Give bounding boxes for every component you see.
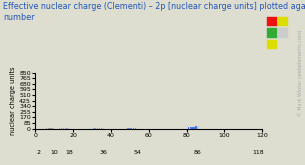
Bar bbox=[188, 127, 189, 129]
Y-axis label: nuclear charge units: nuclear charge units bbox=[10, 66, 16, 135]
Bar bbox=[97, 128, 99, 129]
Bar bbox=[193, 127, 195, 129]
Bar bbox=[189, 127, 191, 129]
Bar bbox=[59, 128, 60, 129]
Bar bbox=[135, 128, 136, 129]
Bar bbox=[99, 128, 100, 129]
Bar bbox=[61, 128, 63, 129]
Bar bbox=[133, 128, 134, 129]
Bar bbox=[51, 128, 53, 129]
Bar bbox=[49, 128, 51, 129]
Bar bbox=[129, 128, 131, 129]
Bar bbox=[127, 128, 129, 129]
Bar bbox=[131, 128, 132, 129]
Bar bbox=[53, 128, 55, 129]
Bar bbox=[102, 128, 104, 129]
Bar bbox=[197, 126, 199, 129]
Bar bbox=[68, 128, 70, 129]
Bar bbox=[95, 128, 96, 129]
Bar bbox=[48, 128, 49, 129]
Bar bbox=[192, 127, 193, 129]
Text: © Mark Winter (webelements.com): © Mark Winter (webelements.com) bbox=[298, 29, 303, 115]
Bar bbox=[101, 128, 102, 129]
Bar bbox=[137, 127, 138, 129]
Bar bbox=[65, 128, 66, 129]
Bar bbox=[63, 128, 64, 129]
Bar bbox=[93, 128, 95, 129]
Bar bbox=[195, 126, 197, 129]
Bar bbox=[66, 128, 68, 129]
Text: Effective nuclear charge (Clementi) – 2p [nuclear charge units] plotted against : Effective nuclear charge (Clementi) – 2p… bbox=[3, 2, 305, 22]
